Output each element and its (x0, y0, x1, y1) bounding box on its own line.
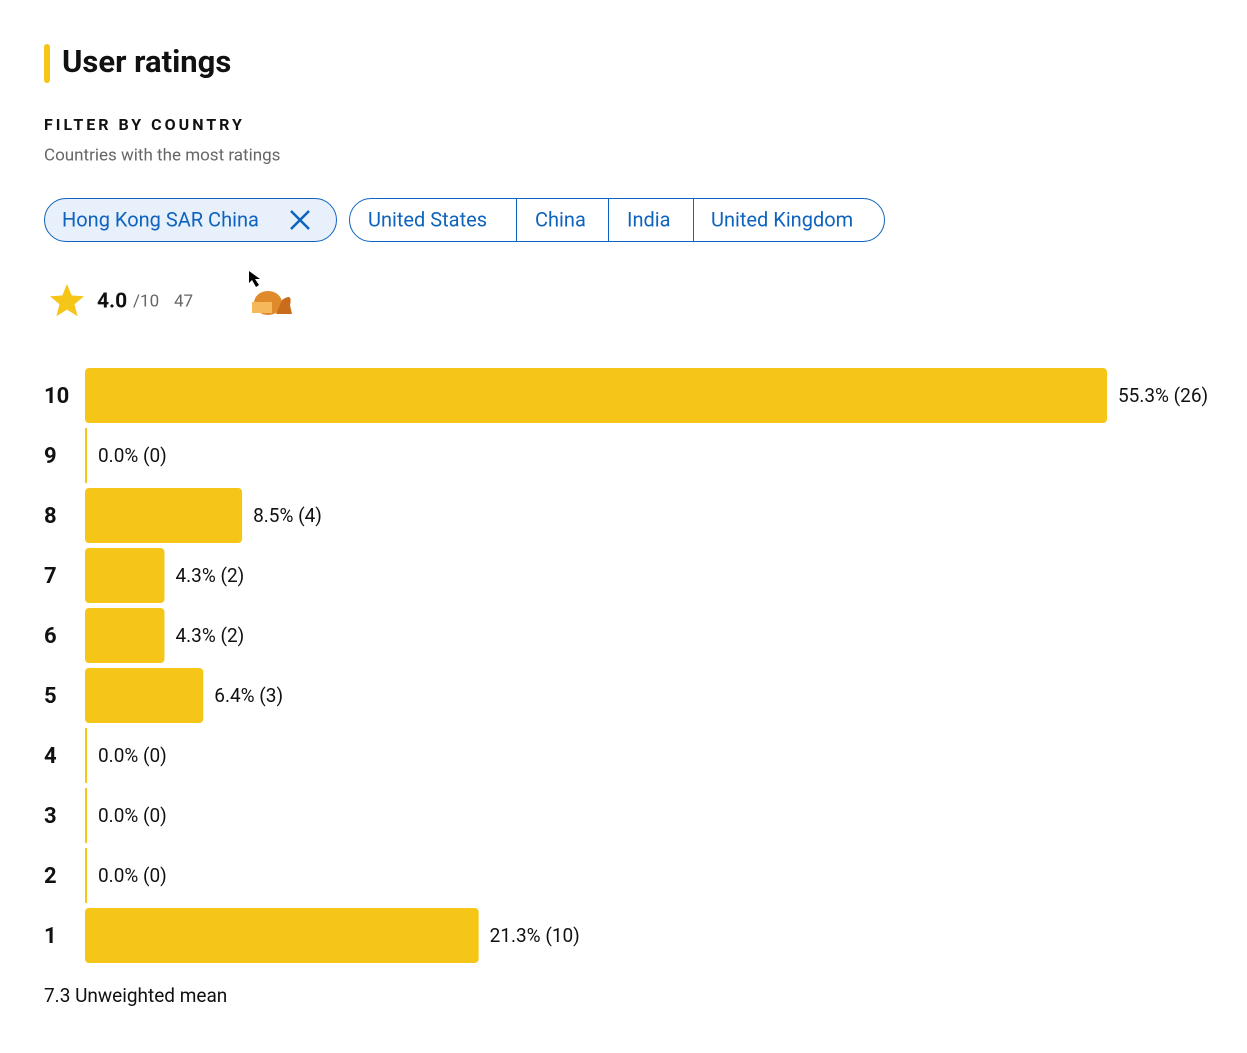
cursor-icon (249, 271, 260, 287)
bar (85, 728, 87, 783)
category-label: 9 (44, 444, 57, 469)
value-label: 0.0% (0) (98, 744, 167, 767)
value-label: 0.0% (0) (98, 444, 167, 467)
category-label: 8 (44, 504, 57, 529)
value-label: 0.0% (0) (98, 804, 167, 827)
category-label: 7 (44, 564, 57, 589)
rating-chart: 10 55.3% (26) 9 0.0% (0) 8 8.5% (4) 7 4.3% (2) 6… (44, 368, 1208, 963)
rating-value: 4.0 (97, 290, 127, 314)
value-label: 55.3% (26) (1118, 384, 1208, 407)
selected-chip[interactable]: Hong Kong SAR China (44, 198, 337, 242)
bar (85, 908, 479, 963)
chip-option[interactable]: China (535, 207, 586, 231)
rating-scale: /10 (133, 291, 159, 311)
bar (85, 428, 87, 483)
bar (85, 848, 87, 903)
value-label: 0.0% (0) (98, 864, 167, 887)
category-label: 4 (44, 744, 57, 769)
filter-heading: FILTER BY COUNTRY (44, 115, 245, 134)
title: User ratings (62, 43, 231, 80)
chip-group (349, 198, 885, 242)
value-label: 21.3% (10) (490, 924, 580, 947)
star-icon (50, 284, 84, 317)
chip-label: Hong Kong SAR China (62, 207, 259, 231)
filter-subheading: Countries with the most ratings (44, 145, 280, 165)
category-label: 5 (44, 684, 57, 709)
rating-count: 47 (174, 291, 193, 311)
bar (85, 368, 1107, 423)
chip-option[interactable]: United Kingdom (711, 207, 853, 231)
value-label: 4.3% (2) (175, 624, 244, 647)
category-label: 2 (44, 864, 57, 889)
value-label: 4.3% (2) (175, 564, 244, 587)
footer: 7.3 Unweighted mean (44, 984, 227, 1007)
chip-remove-icon[interactable] (290, 210, 310, 230)
cat-icon (252, 291, 292, 315)
value-label: 8.5% (4) (253, 504, 322, 527)
bar (85, 548, 165, 603)
category-label: 1 (44, 924, 57, 949)
bar (85, 608, 165, 663)
chip-option[interactable]: India (627, 207, 671, 231)
category-label: 3 (44, 804, 57, 829)
bar (85, 668, 204, 723)
title-accent (44, 44, 50, 83)
chip-option[interactable]: United States (368, 207, 487, 231)
value-label: 6.4% (3) (214, 684, 283, 707)
chip-background (44, 198, 337, 242)
category-label: 6 (44, 624, 57, 649)
bar (85, 788, 87, 843)
category-label: 10 (44, 384, 69, 409)
bar (85, 488, 243, 543)
